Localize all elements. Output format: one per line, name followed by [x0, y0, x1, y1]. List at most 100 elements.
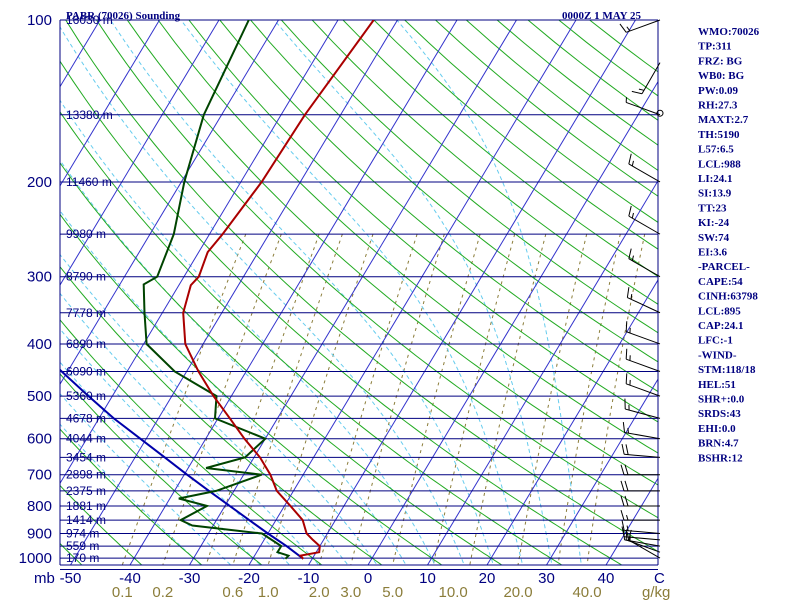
sounding-index: CAPE:54 [698, 276, 743, 288]
moist-adiabat-line [60, 253, 349, 565]
isotherm-line [129, 20, 458, 565]
mixing-ratio-line [432, 233, 516, 565]
mixing-ratio-line [392, 233, 481, 565]
moist-adiabat-line [60, 328, 291, 565]
mixing-ratio-label: 5.0 [382, 584, 403, 600]
wind-barb-flag [621, 526, 625, 537]
mixing-ratio-line [350, 233, 445, 565]
height-label: 16030 m [66, 13, 113, 27]
pressure-tick-label: 600 [27, 431, 52, 448]
wind-barb-flag [628, 153, 632, 165]
wind-barb-flag [619, 23, 627, 33]
wind-barb-staff [626, 383, 661, 397]
dry-adiabat-line [311, 20, 658, 305]
pressure-tick-label: 200 [27, 174, 52, 191]
wind-barb-staff [624, 539, 661, 547]
dry-adiabat-line [60, 428, 203, 565]
wind-barb [621, 443, 661, 458]
dry-adiabat-line [60, 265, 383, 565]
moist-adiabat-line [396, 20, 582, 565]
wind-barb-half-flag [626, 26, 631, 32]
wind-barb-flag [625, 348, 628, 360]
sounding-index: TP:311 [698, 41, 732, 53]
dry-adiabat-line [60, 484, 143, 565]
sounding-index: MAXT:2.7 [698, 114, 749, 126]
moist-adiabat-line [273, 20, 553, 565]
sounding-index: LCL:895 [698, 305, 741, 317]
mixing-ratio-unit-label: g/kg [642, 584, 670, 600]
wind-barb-flag [624, 464, 629, 475]
height-label: 1414 m [66, 513, 106, 527]
wind-barb-half-flag [631, 160, 634, 167]
sounding-index: SI:13.9 [698, 188, 732, 200]
wind-barb [621, 526, 661, 541]
wind-barb-half-flag [627, 427, 629, 434]
pressure-tick-label: 800 [27, 498, 52, 515]
wind-barb [625, 373, 661, 397]
sounding-index: WB0: BG [698, 70, 745, 82]
wind-barb-flag [625, 373, 628, 384]
sounding-index: TH:5190 [698, 129, 740, 141]
wind-barb-flag [624, 480, 629, 492]
wind-barb-flag [631, 90, 643, 95]
moist-adiabat-line [60, 159, 407, 565]
wind-barb [620, 509, 660, 521]
isotherm-line [545, 378, 658, 565]
height-label: 5360 m [66, 389, 106, 403]
temperature-tick-label: -30 [179, 570, 201, 587]
wind-barb-flag [621, 520, 625, 531]
sounding-index: LFC:-1 [698, 335, 733, 347]
wind-barb-flag [625, 444, 629, 455]
temperature-tick-label: 0 [364, 570, 372, 587]
isobars [60, 19, 658, 570]
sounding-index: PW:0.09 [698, 85, 739, 97]
isotherm-line [69, 20, 398, 565]
mixing-ratio-line [517, 233, 588, 565]
sounding-index: CINH:63798 [698, 291, 758, 303]
wind-barb [624, 398, 661, 419]
wind-barbs [619, 19, 664, 559]
wind-barb [625, 321, 661, 345]
wind-barb-staff [625, 408, 661, 419]
wind-barb-flag [626, 287, 630, 298]
temperature-unit-label: C [654, 570, 665, 587]
mixing-ratio-line [162, 233, 282, 565]
wind-barb [625, 97, 661, 116]
dry-adiabat-line [60, 60, 623, 565]
wind-barb [631, 62, 661, 95]
pressure-tick-label: 400 [27, 336, 52, 353]
wind-barb-staff [624, 536, 661, 541]
mixing-ratio-label: 10.0 [439, 584, 468, 600]
parcel-trace [60, 368, 304, 560]
wind-barb-flag [628, 248, 632, 259]
wind-barb-staff [626, 331, 661, 345]
sounding-index: FRZ: BG [698, 55, 743, 67]
mixing-ratio-line [205, 233, 320, 565]
wind-barb-flag [628, 205, 632, 217]
wind-barb-staff [624, 529, 661, 534]
dry-adiabat-line [60, 373, 263, 565]
sounding-index: CAP:24.1 [698, 320, 744, 332]
dry-adiabat-line [60, 111, 563, 565]
profiles [60, 20, 375, 560]
height-label: 4044 m [66, 432, 106, 446]
height-label: 7778 m [66, 306, 106, 320]
height-label: 1881 m [66, 499, 106, 513]
axes [59, 20, 659, 566]
isotherm-line [60, 20, 220, 286]
wind-barb [620, 480, 660, 492]
sounding-index: LCL:988 [698, 158, 741, 170]
wind-barb-staff [626, 19, 661, 33]
wind-barb [628, 153, 661, 183]
wind-barb-staff [626, 358, 661, 372]
wind-barb [621, 520, 661, 534]
mixing-ratio-label: 1.0 [258, 584, 279, 600]
wind-barb-flag [622, 422, 626, 433]
pressure-tick-label: 1000 [19, 550, 52, 567]
mixing-ratio-label: 0.2 [152, 584, 173, 600]
wind-barb-staff [628, 163, 661, 183]
wind-barb-half-flag [638, 88, 645, 91]
wind-barb-flag [620, 495, 625, 507]
sounding-index: HEL:51 [698, 379, 736, 391]
mixing-ratio-label: 0.1 [112, 584, 133, 600]
